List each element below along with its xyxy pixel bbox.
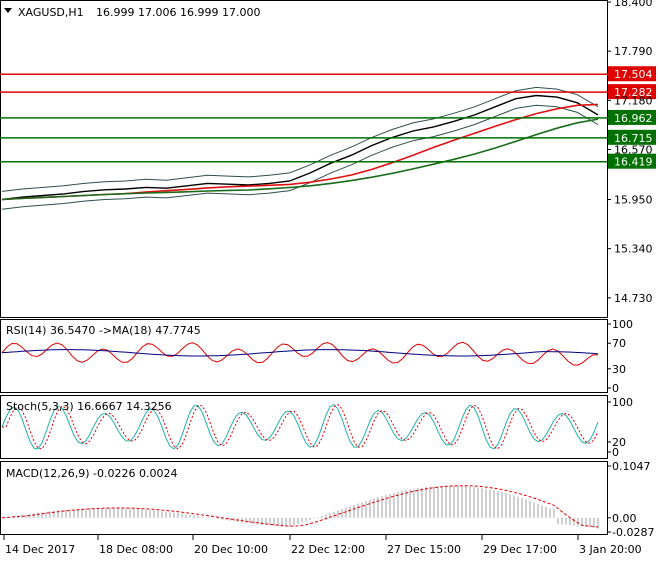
dropdown-arrow-icon[interactable] xyxy=(4,8,12,13)
time-tick-label: 14 Dec 2017 xyxy=(5,543,75,556)
stoch-tick-label: 20 xyxy=(612,436,626,449)
level-label: 16.419 xyxy=(614,156,653,169)
time-axis: 14 Dec 2017 18 Dec 08:00 20 Dec 10:00 22 De… xyxy=(3,535,642,556)
level-tag xyxy=(608,109,656,125)
rsi-tick-label: 100 xyxy=(612,318,633,331)
rsi-label: RSI(14) 36.5470 ->MA(18) 47.7745 xyxy=(6,324,201,337)
main-panel-frame xyxy=(0,0,608,318)
time-tick-label: 27 Dec 15:00 xyxy=(387,543,461,556)
stoch-label: Stoch(5,3,3) 16.6667 14.3256 xyxy=(6,400,172,413)
price-tick-label: 14.730 xyxy=(614,292,653,305)
macd-lines xyxy=(1,485,599,529)
level-tag xyxy=(608,66,656,82)
rsi-axis: 100 70 30 0 xyxy=(607,318,633,395)
macd-tick-label: -0.0287 xyxy=(612,526,654,539)
price-tick-label: 18.400 xyxy=(614,0,653,9)
macd-tick-label: 0.1047 xyxy=(612,460,651,473)
rsi-lines xyxy=(1,341,599,366)
rsi-panel-frame xyxy=(0,319,608,393)
level-label: 16.962 xyxy=(614,112,653,125)
level-tag xyxy=(608,84,656,100)
rsi-tick-label: 0 xyxy=(612,382,619,395)
time-tick-label: 20 Dec 10:00 xyxy=(194,543,268,556)
macd-label: MACD(12,26,9) -0.0226 0.0024 xyxy=(6,467,177,480)
price-tick-label: 17.180 xyxy=(614,94,653,107)
time-tick-label: 29 Dec 17:00 xyxy=(483,543,557,556)
rsi-tick-label: 70 xyxy=(612,337,626,350)
stoch-axis: 100 200 xyxy=(607,396,633,459)
stoch-main-line xyxy=(1,403,599,450)
stoch-tick-label: 0 xyxy=(612,446,619,459)
upper-band-line xyxy=(1,86,599,192)
time-tick-label: 22 Dec 12:00 xyxy=(291,543,365,556)
price-line xyxy=(1,94,599,201)
macd-panel-frame xyxy=(0,461,608,535)
rsi-tick-label: 30 xyxy=(612,363,626,376)
symbol-label: XAGUSD,H1 xyxy=(18,6,84,19)
stoch-lines xyxy=(1,403,599,450)
slow-ma-line xyxy=(1,118,599,201)
level-label: 16.715 xyxy=(614,132,653,145)
price-tick-label: 17.790 xyxy=(614,45,653,58)
ohlc-label: 16.999 17.006 16.999 17.000 xyxy=(96,6,260,19)
macd-tick-label: 0.00 xyxy=(612,512,637,525)
macd-signal-line xyxy=(1,485,599,528)
price-tick-label: 16.570 xyxy=(614,144,653,157)
main-indicators xyxy=(1,86,599,210)
price-axis: 18.400 17.790 17.180 16.570 15.950 15.340 14.7… xyxy=(607,0,653,305)
stoch-signal-line xyxy=(2,403,599,450)
level-label: 17.282 xyxy=(614,86,653,99)
time-tick-label: 3 Jan 20:00 xyxy=(579,543,642,556)
rsi-ma-line xyxy=(1,349,599,357)
panel-frames xyxy=(0,0,608,535)
lower-band-line xyxy=(1,104,599,210)
level-tag xyxy=(608,129,656,145)
price-tick-label: 15.340 xyxy=(614,243,653,256)
time-tick-label: 18 Dec 08:00 xyxy=(99,543,173,556)
level-label: 17.504 xyxy=(614,68,653,81)
stoch-tick-label: 100 xyxy=(612,396,633,409)
support-resistance-levels: 17.504 17.282 16.962 16.715 16.419 xyxy=(0,66,656,169)
level-tag xyxy=(608,153,656,169)
macd-axis: 0.1047 0.00-0.0287 xyxy=(607,460,654,539)
rsi-line xyxy=(1,341,599,366)
price-tick-label: 15.950 xyxy=(614,194,653,207)
stoch-panel-frame xyxy=(0,395,608,459)
